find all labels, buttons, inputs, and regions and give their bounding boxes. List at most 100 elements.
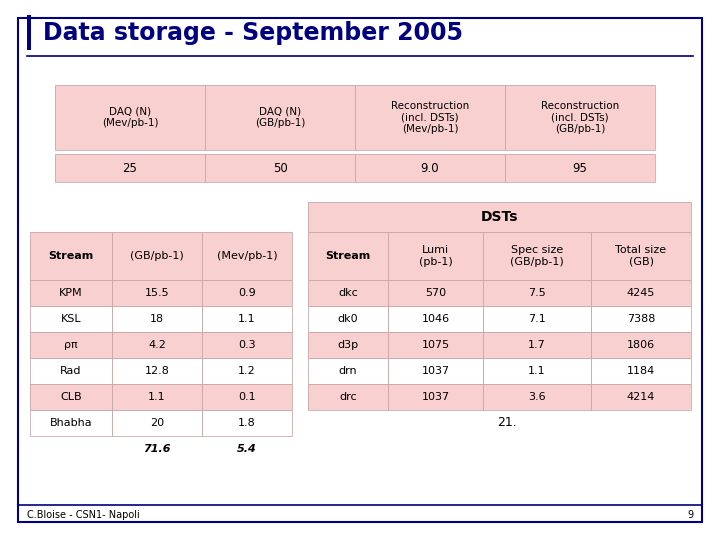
Text: 50: 50 xyxy=(273,161,287,174)
Bar xyxy=(308,280,388,306)
Text: 1184: 1184 xyxy=(627,366,655,376)
Bar xyxy=(30,410,112,436)
Text: 5.4: 5.4 xyxy=(237,444,257,454)
Bar xyxy=(505,85,655,150)
Bar xyxy=(483,306,591,332)
Bar xyxy=(388,332,483,358)
Bar xyxy=(308,232,388,280)
Text: 71.6: 71.6 xyxy=(143,444,171,454)
Bar xyxy=(30,410,112,436)
Bar xyxy=(202,332,292,358)
Bar xyxy=(202,306,292,332)
Bar xyxy=(112,410,202,436)
Text: 18: 18 xyxy=(150,314,164,324)
Text: Stream: Stream xyxy=(48,251,94,261)
Bar xyxy=(505,154,655,182)
Text: 4214: 4214 xyxy=(627,392,655,402)
Bar xyxy=(112,384,202,410)
Bar xyxy=(27,15,31,50)
Bar xyxy=(30,306,112,332)
Bar xyxy=(591,280,691,306)
Text: 0.1: 0.1 xyxy=(238,392,256,402)
Bar xyxy=(30,332,112,358)
Bar xyxy=(112,358,202,384)
Text: ρπ: ρπ xyxy=(64,340,78,350)
Text: 1.1: 1.1 xyxy=(148,392,166,402)
Bar xyxy=(483,280,591,306)
Text: drc: drc xyxy=(339,392,357,402)
Text: 1.8: 1.8 xyxy=(238,418,256,428)
Bar xyxy=(308,202,691,232)
Text: 1.1: 1.1 xyxy=(238,314,256,324)
Bar xyxy=(483,384,591,410)
Bar xyxy=(591,306,691,332)
Text: 4245: 4245 xyxy=(627,288,655,298)
Bar xyxy=(55,85,205,150)
Text: 3.6: 3.6 xyxy=(528,392,546,402)
Text: 570: 570 xyxy=(425,288,446,298)
Text: Bhabha: Bhabha xyxy=(50,418,92,428)
Bar xyxy=(355,154,505,182)
Bar xyxy=(202,358,292,384)
Text: 1.7: 1.7 xyxy=(528,340,546,350)
Bar xyxy=(202,306,292,332)
Bar xyxy=(388,332,483,358)
Bar xyxy=(355,85,505,150)
Text: 1046: 1046 xyxy=(421,314,449,324)
Text: Stream: Stream xyxy=(325,251,371,261)
Text: Reconstruction
(incl. DSTs)
(GB/pb-1): Reconstruction (incl. DSTs) (GB/pb-1) xyxy=(541,101,619,134)
Text: DSTs: DSTs xyxy=(481,210,518,224)
Text: dkc: dkc xyxy=(338,288,358,298)
Bar xyxy=(202,232,292,280)
Bar xyxy=(30,384,112,410)
Text: 25: 25 xyxy=(122,161,138,174)
Bar xyxy=(355,85,505,150)
Bar xyxy=(308,332,388,358)
Text: 0.3: 0.3 xyxy=(238,340,256,350)
Bar xyxy=(483,280,591,306)
Bar xyxy=(30,384,112,410)
Text: 1075: 1075 xyxy=(421,340,449,350)
Bar xyxy=(112,410,202,436)
Text: 12.8: 12.8 xyxy=(145,366,169,376)
Bar xyxy=(112,280,202,306)
Text: Rad: Rad xyxy=(60,366,82,376)
Text: 7.5: 7.5 xyxy=(528,288,546,298)
Bar xyxy=(308,384,388,410)
Bar xyxy=(308,232,388,280)
Bar xyxy=(55,154,205,182)
Text: 1.1: 1.1 xyxy=(528,366,546,376)
Bar xyxy=(112,232,202,280)
Bar xyxy=(483,332,591,358)
Text: 7.1: 7.1 xyxy=(528,314,546,324)
Bar xyxy=(308,332,388,358)
Bar xyxy=(112,280,202,306)
Bar xyxy=(202,384,292,410)
Bar xyxy=(388,232,483,280)
Bar xyxy=(591,232,691,280)
Bar xyxy=(202,232,292,280)
Bar xyxy=(308,358,388,384)
Bar xyxy=(308,306,388,332)
Bar xyxy=(591,384,691,410)
Bar xyxy=(30,332,112,358)
Bar xyxy=(202,332,292,358)
Bar xyxy=(30,232,112,280)
Bar xyxy=(308,280,388,306)
Bar xyxy=(202,384,292,410)
Bar xyxy=(388,280,483,306)
Bar xyxy=(388,358,483,384)
Text: 21.: 21. xyxy=(498,416,517,429)
Bar xyxy=(202,410,292,436)
Bar xyxy=(483,232,591,280)
Bar xyxy=(355,154,505,182)
Text: 1.2: 1.2 xyxy=(238,366,256,376)
Bar xyxy=(30,232,112,280)
Bar xyxy=(483,306,591,332)
Text: dk0: dk0 xyxy=(338,314,359,324)
Bar xyxy=(205,154,355,182)
Bar xyxy=(388,358,483,384)
Bar xyxy=(112,332,202,358)
Bar xyxy=(112,306,202,332)
Text: KSL: KSL xyxy=(60,314,81,324)
